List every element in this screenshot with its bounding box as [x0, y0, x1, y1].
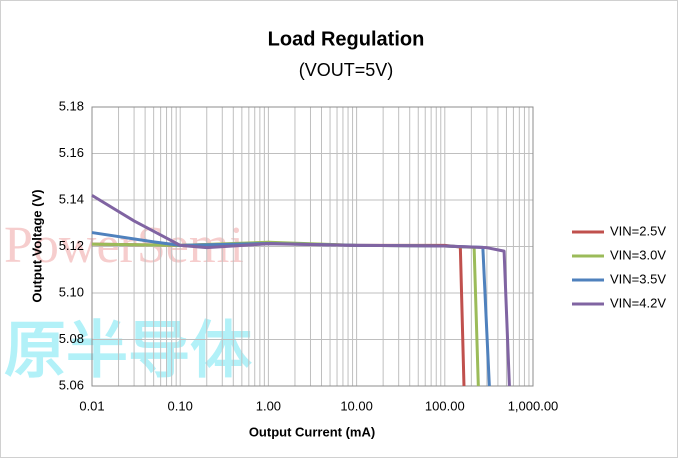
chart-subtitle: (VOUT=5V) — [299, 60, 394, 80]
legend-label: VIN=2.5V — [610, 223, 666, 238]
legend-label: VIN=3.0V — [610, 247, 666, 262]
y-tick-label: 5.08 — [59, 331, 84, 346]
x-tick-label: 10.00 — [340, 398, 373, 413]
x-tick-label: 0.01 — [79, 398, 104, 413]
chart-title: Load Regulation — [268, 28, 425, 50]
watermark: 原半导体 — [4, 316, 252, 385]
legend-label: VIN=3.5V — [610, 271, 666, 286]
x-tick-label: 0.10 — [168, 398, 193, 413]
plot-frame — [91, 106, 534, 387]
y-tick-label: 5.06 — [59, 377, 84, 392]
legend-label: VIN=4.2V — [610, 295, 666, 310]
y-tick-label: 5.10 — [59, 284, 84, 299]
x-axis-label: Output Current (mA) — [249, 424, 375, 439]
x-tick-label: 100.00 — [425, 398, 465, 413]
y-tick-label: 5.14 — [59, 191, 84, 206]
y-axis-label: Output Voltage (V) — [29, 189, 44, 302]
y-tick-label: 5.16 — [59, 145, 84, 160]
x-tick-label: 1.00 — [256, 398, 281, 413]
x-tick-label: 1,000.00 — [508, 398, 559, 413]
y-tick-label: 5.18 — [59, 98, 84, 113]
series-line — [91, 194, 511, 387]
y-tick-label: 5.12 — [59, 238, 84, 253]
